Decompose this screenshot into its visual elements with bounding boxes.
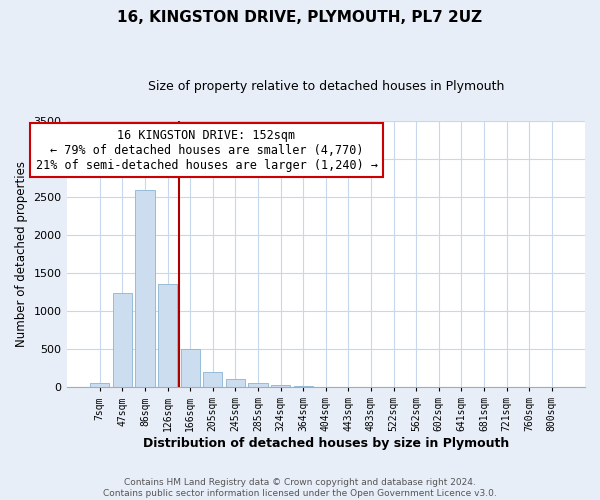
Text: 16 KINGSTON DRIVE: 152sqm
← 79% of detached houses are smaller (4,770)
21% of se: 16 KINGSTON DRIVE: 152sqm ← 79% of detac…: [35, 128, 377, 172]
Bar: [248, 384, 268, 387]
Bar: [181, 349, 200, 387]
X-axis label: Distribution of detached houses by size in Plymouth: Distribution of detached houses by size …: [143, 437, 509, 450]
Bar: [90, 384, 109, 387]
Bar: [136, 190, 155, 387]
Bar: [158, 284, 177, 387]
Title: Size of property relative to detached houses in Plymouth: Size of property relative to detached ho…: [148, 80, 504, 93]
Bar: [293, 386, 313, 387]
Bar: [271, 385, 290, 387]
Bar: [226, 379, 245, 387]
Bar: [203, 372, 223, 387]
Text: 16, KINGSTON DRIVE, PLYMOUTH, PL7 2UZ: 16, KINGSTON DRIVE, PLYMOUTH, PL7 2UZ: [118, 10, 482, 25]
Bar: [113, 292, 132, 387]
Text: Contains HM Land Registry data © Crown copyright and database right 2024.
Contai: Contains HM Land Registry data © Crown c…: [103, 478, 497, 498]
Y-axis label: Number of detached properties: Number of detached properties: [15, 161, 28, 347]
